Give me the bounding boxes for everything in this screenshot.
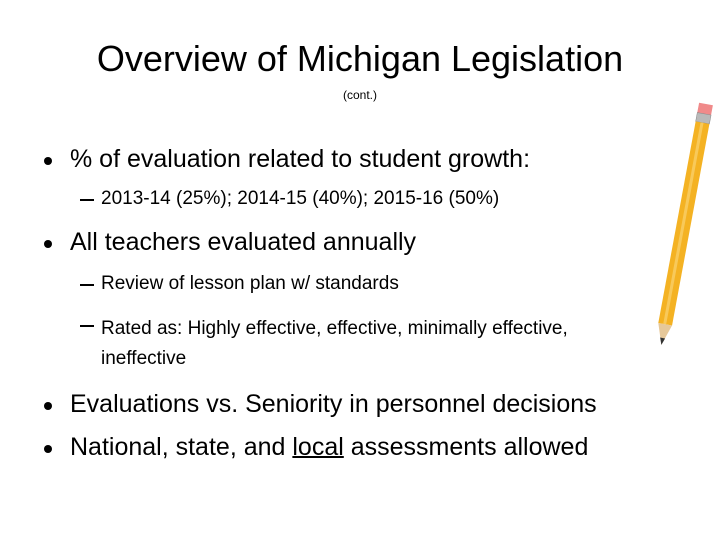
sub-bullet <box>80 284 94 286</box>
bullet <box>44 157 52 165</box>
sub-bullet <box>80 199 94 201</box>
bullet <box>44 240 52 248</box>
bullet-text: National, state, and local assessments a… <box>70 433 588 462</box>
slide-subtitle: (cont.) <box>342 88 377 102</box>
eraser <box>697 102 713 116</box>
bullet-text: Evaluations vs. Seniority in personnel d… <box>70 390 597 418</box>
text-run: National, state, and <box>70 433 293 461</box>
sub-bullet-text: 2013-14 (25%); 2014-15 (40%); 2015-16 (5… <box>101 188 500 209</box>
bullet <box>44 402 52 410</box>
bullet-text: All teachers evaluated annually <box>70 228 417 256</box>
sub-bullet-text: Rated as: Highly effective, effective, m… <box>101 318 568 369</box>
pencil-wood <box>658 322 673 345</box>
sub-bullet <box>80 325 94 327</box>
pencil-highlight <box>663 122 704 325</box>
slide-title: Overview of Michigan Legislation <box>96 38 624 79</box>
pencil-lead <box>660 337 666 345</box>
sub-bullet-text: Review of lesson plan w/ standards <box>101 273 399 294</box>
bullet <box>44 445 52 453</box>
underlined-text: local <box>292 433 344 461</box>
text-run: assessments allowed <box>343 433 589 461</box>
bullet-text: % of evaluation related to student growt… <box>70 145 531 173</box>
